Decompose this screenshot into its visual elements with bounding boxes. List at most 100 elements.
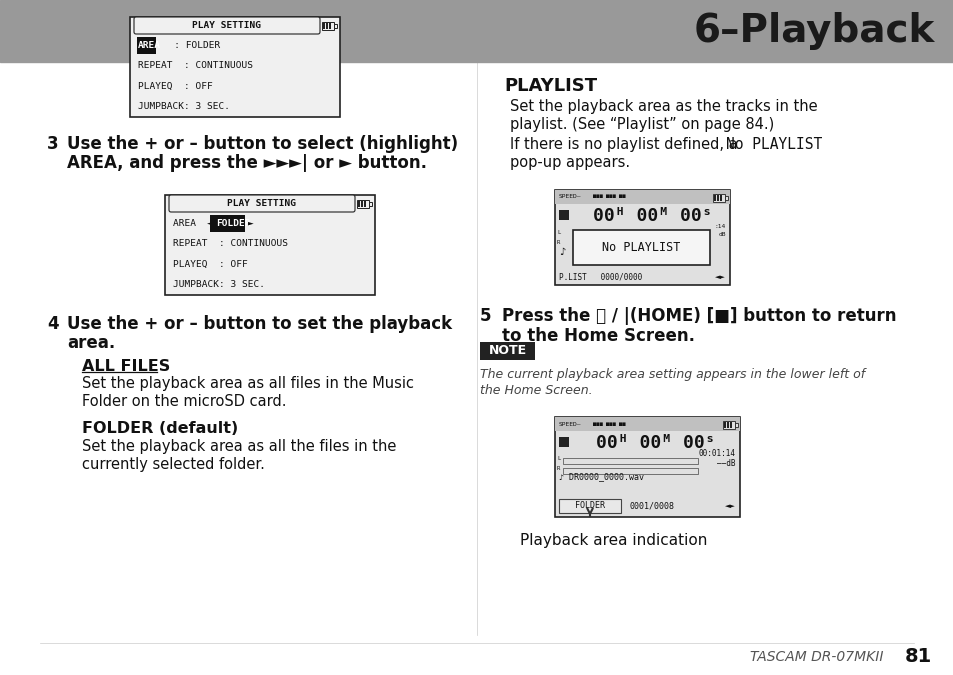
Bar [555, 417, 740, 517]
Text: FOLDER (default): FOLDER (default) [82, 421, 238, 436]
Bar [165, 195, 375, 295]
Text: 3: 3 [47, 135, 58, 153]
Bar [364, 201, 366, 207]
Text: Use the + or – button to select (highlight): Use the + or – button to select (highlig… [67, 135, 457, 153]
Text: ■■■ ■■■ ■■: ■■■ ■■■ ■■ [593, 194, 625, 200]
Text: Set the playback area as all the files in the: Set the playback area as all the files i… [82, 439, 395, 454]
Text: PLAYLIST: PLAYLIST [503, 77, 597, 95]
Text: to the Home Screen.: to the Home Screen. [501, 327, 695, 345]
Text: 5: 5 [479, 307, 491, 325]
Bar [717, 195, 719, 201]
Bar [562, 468, 698, 474]
FancyBboxPatch shape [169, 195, 355, 212]
Text: dB: dB [718, 232, 725, 238]
Bar [323, 23, 325, 29]
Bar [726, 422, 728, 428]
Text: playlist. (See “Playlist” on page 84.): playlist. (See “Playlist” on page 84.) [510, 117, 774, 132]
Text: R: R [557, 466, 559, 472]
Text: Press the ⏻ / |(HOME) [■] button to return: Press the ⏻ / |(HOME) [■] button to retu… [501, 307, 896, 325]
Text: JUMPBACK: 3 SEC.: JUMPBACK: 3 SEC. [172, 280, 265, 290]
Text: If there is no playlist defined, a: If there is no playlist defined, a [510, 137, 741, 152]
Text: 0001/0008: 0001/0008 [629, 502, 675, 510]
Bar [573, 230, 709, 265]
Text: AREA: AREA [172, 219, 219, 227]
Text: AREA: AREA [138, 40, 161, 50]
Text: ◄►: ◄► [715, 274, 725, 280]
Text: 00ᴴ 00ᴹ 00ˢ: 00ᴴ 00ᴹ 00ˢ [592, 207, 712, 225]
Text: L: L [557, 456, 559, 462]
Bar [357, 201, 359, 207]
Bar [555, 190, 729, 204]
Text: FOLDER: FOLDER [215, 219, 251, 227]
Bar [724, 196, 727, 200]
Text: 4: 4 [47, 315, 58, 333]
Text: 00ᴴ 00ᴹ 00ˢ: 00ᴴ 00ᴹ 00ˢ [595, 434, 715, 452]
Text: 00:01:14: 00:01:14 [699, 448, 735, 458]
Bar [555, 417, 740, 431]
Bar [369, 202, 372, 206]
Bar [130, 17, 339, 117]
Text: ♪ DR0000_0000.wav: ♪ DR0000_0000.wav [558, 472, 643, 481]
Text: ALL FILES: ALL FILES [82, 359, 170, 374]
Bar [479, 342, 535, 360]
Bar [0, 0, 953, 62]
Text: 6–Playback: 6–Playback [693, 12, 934, 50]
Text: ◄►: ◄► [724, 503, 735, 509]
Bar [558, 499, 620, 513]
Text: Use the + or – button to set the playback: Use the + or – button to set the playbac… [67, 315, 452, 333]
Bar [329, 23, 331, 29]
Text: Playback area indication: Playback area indication [519, 533, 706, 548]
Text: PLAYEQ  : OFF: PLAYEQ : OFF [138, 82, 213, 90]
Text: Set the playback area as all files in the Music: Set the playback area as all files in th… [82, 376, 414, 391]
Text: REPEAT  : CONTINUOUS: REPEAT : CONTINUOUS [138, 61, 253, 70]
Bar [334, 24, 336, 28]
Text: P.LIST   0000/0000: P.LIST 0000/0000 [558, 273, 641, 281]
Bar [555, 190, 729, 285]
Text: Folder on the microSD card.: Folder on the microSD card. [82, 394, 286, 409]
Text: NOTE: NOTE [488, 344, 526, 358]
Text: ♪: ♪ [558, 247, 565, 257]
Text: AREA, and press the ►►►| or ► button.: AREA, and press the ►►►| or ► button. [67, 154, 427, 172]
Text: R: R [557, 240, 559, 244]
Text: pop-up appears.: pop-up appears. [510, 155, 630, 170]
Bar [722, 421, 734, 429]
Bar [729, 422, 731, 428]
Bar [356, 200, 369, 208]
FancyBboxPatch shape [133, 17, 319, 34]
Bar [558, 210, 568, 220]
Text: REPEAT  : CONTINUOUS: REPEAT : CONTINUOUS [172, 239, 288, 248]
Bar [322, 22, 334, 30]
Text: 81: 81 [904, 647, 931, 666]
Text: JUMPBACK: 3 SEC.: JUMPBACK: 3 SEC. [138, 102, 230, 111]
Text: TASCAM DR-07MKII: TASCAM DR-07MKII [749, 650, 882, 664]
Text: SPEED–: SPEED– [558, 194, 581, 200]
Bar [360, 201, 363, 207]
Text: Set the playback area as the tracks in the: Set the playback area as the tracks in t… [510, 99, 817, 114]
Text: PLAY SETTING: PLAY SETTING [193, 21, 261, 30]
Bar [720, 195, 721, 201]
Text: FOLDER: FOLDER [575, 502, 604, 510]
Bar [712, 194, 724, 202]
Text: : FOLDER: : FOLDER [156, 40, 220, 50]
Bar [210, 215, 245, 232]
Bar [558, 437, 568, 447]
Bar [713, 195, 716, 201]
Bar [137, 36, 155, 54]
Text: The current playback area setting appears in the lower left of: The current playback area setting appear… [479, 368, 864, 381]
Text: ■■■ ■■■ ■■: ■■■ ■■■ ■■ [593, 421, 625, 427]
Text: :14: :14 [714, 223, 725, 229]
Text: No PLAYLIST: No PLAYLIST [725, 137, 821, 152]
Text: No PLAYLIST: No PLAYLIST [601, 241, 680, 254]
Text: currently selected folder.: currently selected folder. [82, 457, 265, 472]
Text: PLAY SETTING: PLAY SETTING [227, 199, 296, 208]
Text: ◄: ◄ [207, 219, 213, 227]
Text: L: L [557, 230, 559, 234]
Text: SPEED–: SPEED– [558, 421, 581, 427]
Text: the Home Screen.: the Home Screen. [479, 384, 592, 397]
Text: ►: ► [248, 219, 253, 227]
Text: ––dB: ––dB [717, 460, 735, 468]
Text: area.: area. [67, 334, 115, 352]
Bar [562, 458, 698, 464]
Text: PLAYEQ  : OFF: PLAYEQ : OFF [172, 260, 248, 269]
Bar [326, 23, 328, 29]
